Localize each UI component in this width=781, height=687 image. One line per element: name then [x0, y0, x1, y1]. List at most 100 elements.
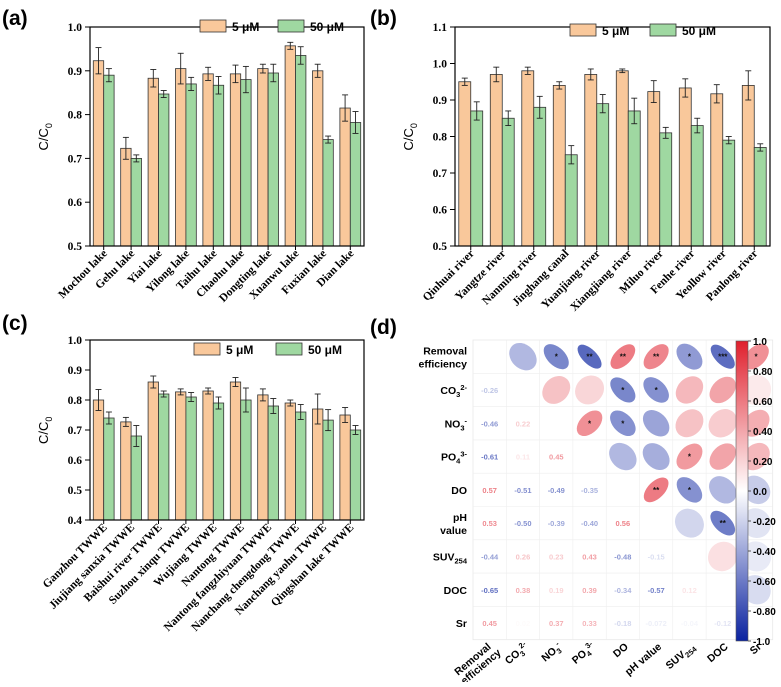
- bar-5uM: [120, 421, 132, 521]
- bar-5uM: [678, 87, 692, 247]
- bar-50uM: [349, 429, 362, 521]
- correlation-value: -0.35: [581, 486, 598, 495]
- y-tick-label: 1.0: [68, 335, 83, 347]
- correlation-value: -0.49: [548, 486, 565, 495]
- significance-star: **: [653, 353, 660, 362]
- correlation-value: -0.18: [614, 619, 631, 628]
- heatmap-panel: (d) -0.26 -0.46 0.22 -0.61 0.11 0.45 0.57 -0.51 -…: [370, 316, 776, 687]
- correlation-ellipse: [610, 410, 636, 437]
- bar-5uM: [584, 74, 598, 247]
- correlation-ellipse: [675, 409, 704, 438]
- bar-50uM: [103, 74, 115, 247]
- significance-star: **: [653, 486, 660, 495]
- legend-label: 50 μM: [308, 343, 342, 357]
- correlation-ellipse: [709, 376, 736, 404]
- legend-label: 50 μM: [682, 24, 716, 38]
- significance-star: *: [754, 353, 758, 362]
- bar-50uM: [533, 106, 547, 247]
- colorbar-tick-label: 0.40: [753, 427, 773, 438]
- y-tick-label: 0.5: [68, 485, 83, 497]
- correlation-value: -0.34: [614, 586, 632, 595]
- bar-5uM: [229, 73, 242, 247]
- bar-5uM: [710, 93, 724, 247]
- correlation-ellipse: [710, 510, 736, 536]
- correlation-value: 0.22: [516, 419, 531, 428]
- bar-50uM: [659, 132, 673, 247]
- significance-star: *: [621, 419, 625, 428]
- y-tick-label: 0.6: [68, 455, 83, 467]
- colorbar-tick-label: 1.0: [753, 337, 767, 348]
- bar-50uM: [158, 93, 170, 247]
- y-tick-label: 0.9: [68, 66, 83, 78]
- colorbar-tick-label: -0.80: [753, 607, 776, 618]
- x-tick-label: Jinghang canal: [510, 248, 571, 309]
- significance-star: *: [555, 353, 559, 362]
- bar-50uM: [267, 72, 279, 247]
- y-tick-label: 0.8: [68, 110, 83, 122]
- correlation-value: -0.39: [548, 519, 565, 528]
- plot-frame: [89, 339, 365, 521]
- column-label: CO32-: [502, 639, 533, 669]
- correlation-value: 0.26: [516, 552, 531, 561]
- bar-50uM: [722, 139, 736, 247]
- y-tick-label: 1.0: [68, 22, 83, 34]
- correlation-value: -0.04: [681, 619, 699, 628]
- bar-5uM: [284, 402, 296, 521]
- bar-50uM: [212, 84, 225, 247]
- bar-50uM: [103, 417, 115, 521]
- bar-5uM: [339, 107, 351, 247]
- bar-50uM: [690, 125, 704, 247]
- bar-50uM: [322, 139, 334, 247]
- panel-label: (d): [370, 316, 397, 339]
- plot-frame: [454, 26, 771, 247]
- y-tick-label: 0.7: [68, 153, 83, 165]
- bar-50uM: [501, 117, 515, 247]
- correlation-value: 0.37: [549, 619, 564, 628]
- legend-swatch: [193, 342, 221, 356]
- bar-5uM: [92, 399, 105, 521]
- correlation-ellipse: [575, 375, 605, 405]
- correlation-ellipse: [741, 541, 772, 572]
- correlation-value: -0.65: [481, 586, 498, 595]
- row-label: NO3-: [445, 416, 468, 432]
- correlation-value: 0.19: [549, 586, 564, 595]
- correlation-ellipse: [709, 476, 737, 504]
- bar-5uM: [615, 70, 629, 247]
- row-label: DO: [451, 485, 467, 497]
- significance-star: *: [621, 386, 625, 395]
- correlation-ellipse: [542, 375, 571, 404]
- row-label: efficiency: [419, 359, 468, 371]
- colorbar-tick-label: -0.40: [753, 547, 776, 558]
- bar-5uM: [175, 391, 187, 521]
- bar-5uM: [120, 147, 132, 247]
- bar-5uM: [552, 85, 566, 247]
- bar-50uM: [295, 55, 307, 247]
- correlation-ellipse: [676, 443, 703, 470]
- y-tick-label: 0.8: [433, 132, 448, 144]
- correlation-value: -0.61: [481, 453, 498, 462]
- significance-star: **: [720, 519, 727, 528]
- colorbar-tick-label: 0.80: [753, 367, 773, 378]
- correlation-ellipse: [609, 442, 637, 471]
- significance-star: ***: [718, 353, 728, 362]
- y-tick-label: 1.1: [433, 22, 448, 34]
- bar-5uM: [175, 68, 187, 247]
- legend-label: 50 μM: [310, 20, 344, 34]
- correlation-value: 0.45: [482, 619, 497, 628]
- legend-swatch: [277, 19, 305, 33]
- correlation-ellipse: [741, 475, 771, 505]
- y-tick-label: 0.4: [68, 515, 83, 527]
- row-label: pH: [453, 512, 467, 524]
- bar-5uM: [202, 390, 214, 521]
- bar-50uM: [564, 154, 578, 247]
- row-label: DOC: [444, 585, 468, 597]
- correlation-ellipse: [709, 443, 736, 470]
- row-label: Sr: [456, 618, 467, 630]
- bar-5uM: [202, 73, 214, 247]
- correlation-value: -0.48: [614, 552, 631, 561]
- bar-50uM: [185, 396, 197, 521]
- correlation-value: -0.26: [481, 386, 498, 395]
